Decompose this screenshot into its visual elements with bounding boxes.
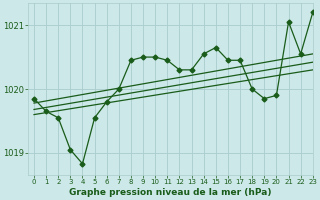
X-axis label: Graphe pression niveau de la mer (hPa): Graphe pression niveau de la mer (hPa) <box>69 188 272 197</box>
